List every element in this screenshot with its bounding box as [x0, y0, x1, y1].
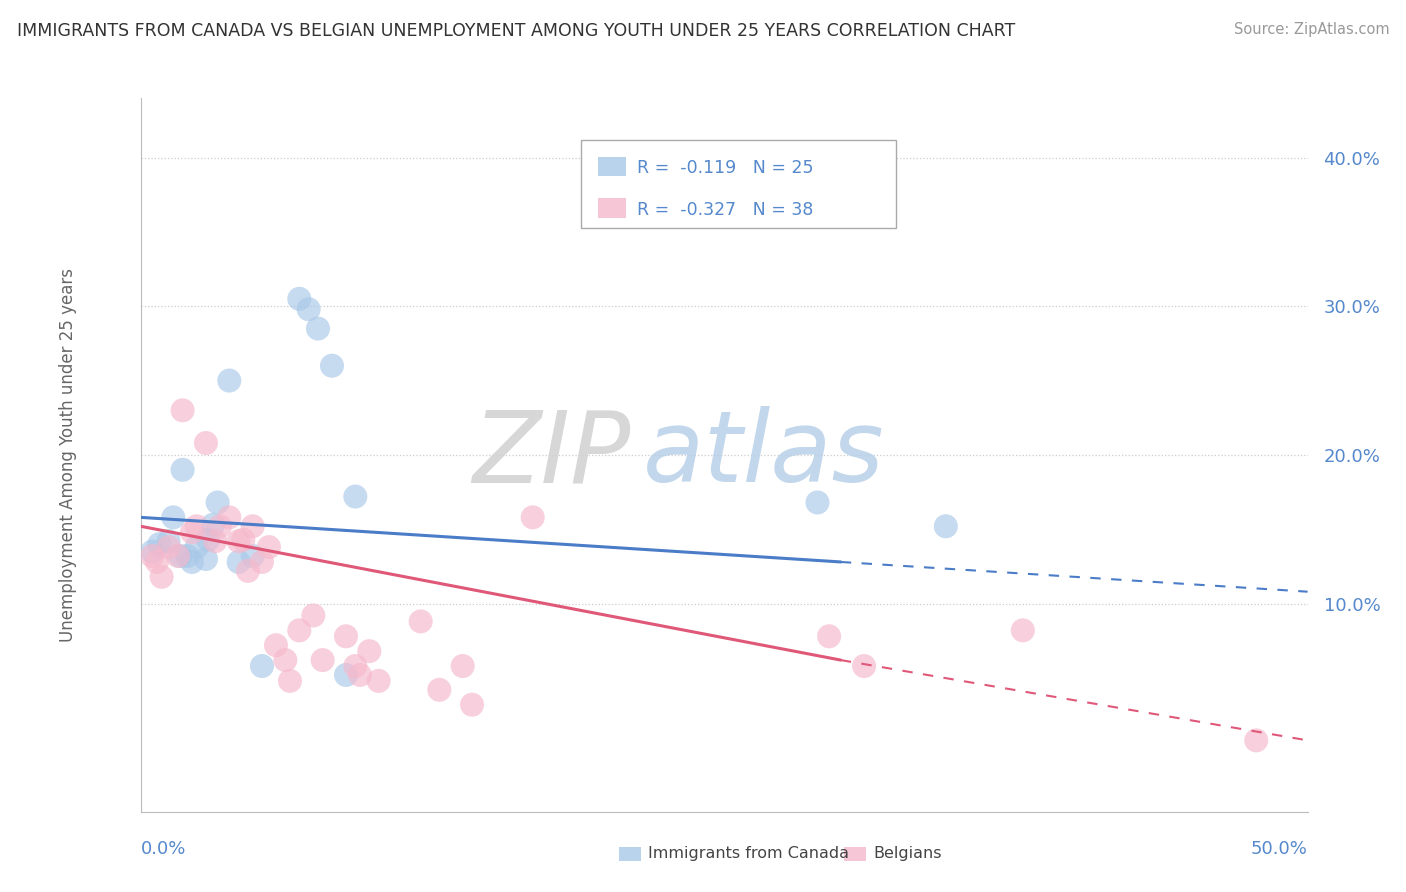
- Point: [264, 638, 287, 652]
- Point: [157, 534, 180, 549]
- Point: [853, 659, 876, 673]
- Text: Immigrants from Canada: Immigrants from Canada: [648, 847, 849, 861]
- Point: [335, 629, 357, 643]
- Point: [335, 668, 357, 682]
- Point: [194, 552, 217, 566]
- Point: [172, 403, 194, 417]
- Point: [427, 682, 450, 697]
- Point: [311, 653, 333, 667]
- Point: [207, 495, 229, 509]
- Point: [806, 495, 828, 509]
- Text: ZIP: ZIP: [472, 407, 631, 503]
- Point: [307, 321, 329, 335]
- Point: [250, 555, 273, 569]
- Point: [194, 436, 217, 450]
- Text: IMMIGRANTS FROM CANADA VS BELGIAN UNEMPLOYMENT AMONG YOUTH UNDER 25 YEARS CORREL: IMMIGRANTS FROM CANADA VS BELGIAN UNEMPL…: [17, 22, 1015, 40]
- Point: [201, 517, 224, 532]
- Point: [186, 540, 208, 554]
- Point: [186, 519, 208, 533]
- Point: [232, 533, 254, 547]
- Point: [236, 564, 259, 578]
- Point: [278, 673, 301, 688]
- Point: [288, 624, 311, 638]
- Point: [298, 302, 321, 317]
- Point: [522, 510, 544, 524]
- Point: [409, 615, 432, 629]
- Point: [148, 537, 170, 551]
- Point: [274, 653, 297, 667]
- Point: [288, 292, 311, 306]
- Point: [204, 534, 226, 549]
- Point: [167, 549, 190, 563]
- Text: Source: ZipAtlas.com: Source: ZipAtlas.com: [1233, 22, 1389, 37]
- Point: [818, 629, 841, 643]
- Text: Unemployment Among Youth under 25 years: Unemployment Among Youth under 25 years: [59, 268, 77, 642]
- Point: [250, 659, 273, 673]
- Point: [359, 644, 381, 658]
- Point: [228, 534, 250, 549]
- Point: [218, 510, 240, 524]
- Point: [157, 540, 180, 554]
- Text: Belgians: Belgians: [873, 847, 942, 861]
- Point: [141, 549, 163, 563]
- Point: [321, 359, 343, 373]
- Point: [302, 608, 325, 623]
- Point: [208, 519, 231, 533]
- Text: R =  -0.327   N = 38: R = -0.327 N = 38: [637, 201, 814, 219]
- Point: [150, 570, 173, 584]
- Point: [197, 533, 219, 547]
- Point: [935, 519, 957, 533]
- Point: [1011, 624, 1033, 638]
- Point: [257, 540, 280, 554]
- Point: [228, 555, 250, 569]
- Point: [146, 555, 169, 569]
- Point: [141, 544, 163, 558]
- Point: [344, 490, 367, 504]
- Point: [176, 549, 198, 563]
- Point: [162, 510, 184, 524]
- Point: [451, 659, 474, 673]
- Point: [344, 659, 367, 673]
- Text: 0.0%: 0.0%: [141, 840, 186, 858]
- Point: [1244, 733, 1267, 747]
- Point: [169, 549, 191, 563]
- Text: 50.0%: 50.0%: [1251, 840, 1308, 858]
- Point: [218, 374, 240, 388]
- Point: [172, 463, 194, 477]
- Point: [349, 668, 371, 682]
- Point: [242, 549, 264, 563]
- Point: [181, 525, 204, 540]
- Point: [181, 555, 204, 569]
- Text: R =  -0.119   N = 25: R = -0.119 N = 25: [637, 160, 814, 178]
- Text: atlas: atlas: [643, 407, 884, 503]
- Point: [461, 698, 484, 712]
- Point: [242, 519, 264, 533]
- Point: [367, 673, 389, 688]
